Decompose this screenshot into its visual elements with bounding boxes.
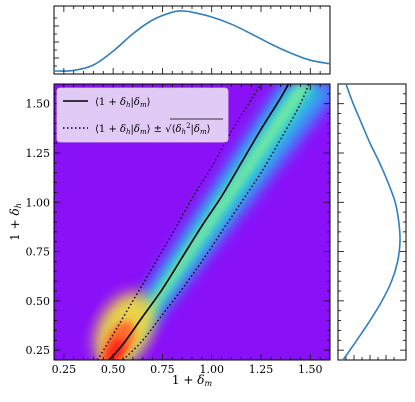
y-tick-label: 0.75 — [26, 246, 51, 259]
mean-curve — [108, 84, 290, 360]
y-tick-label: 1.25 — [26, 147, 51, 160]
x-tick-label: 1.00 — [199, 363, 224, 376]
x-tick-label: 1.25 — [249, 363, 274, 376]
x-tick-labels: 0.25 0.50 0.75 1.00 1.25 1.50 — [52, 363, 323, 376]
top-marginal-curve — [53, 10, 331, 72]
legend: ⟨1 + δh|δm⟩ ⟨1 + δh|δm⟩ ± √⟨δh2|δm⟩ — [56, 87, 229, 143]
y-tick-label: 1.50 — [26, 98, 51, 111]
right-marginal-panel — [337, 83, 407, 361]
lower-sigma-curve — [122, 84, 310, 360]
top-marginal-panel — [53, 5, 331, 75]
top-marginal-ticks — [54, 6, 331, 74]
x-tick-label: 0.50 — [101, 363, 126, 376]
upper-sigma-curve — [96, 84, 262, 360]
right-marginal-curve — [342, 83, 401, 361]
legend-entry-mean: ⟨1 + δh|δm⟩ — [95, 97, 151, 109]
x-tick-label: 1.50 — [298, 363, 323, 376]
main-panel: 0.25 0.50 0.75 1.00 1.25 1.50 0.25 0.50 0.75 1.0… — [8, 83, 331, 388]
y-axis-label: 1 + δh — [8, 203, 23, 241]
legend-entry-sigma: ⟨1 + δh|δm⟩ ± √⟨δh2|δm⟩ — [95, 122, 211, 136]
right-marginal-ticks — [338, 83, 406, 360]
x-tick-label: 0.25 — [52, 363, 77, 376]
y-tick-labels: 0.25 0.50 0.75 1.00 1.25 1.50 — [26, 98, 51, 357]
x-tick-label: 0.75 — [150, 363, 175, 376]
y-tick-label: 0.25 — [26, 344, 51, 357]
y-tick-label: 0.50 — [26, 295, 51, 308]
y-tick-label: 1.00 — [26, 196, 51, 209]
x-axis-label: 1 + δm — [172, 373, 213, 388]
legend-box — [56, 87, 229, 143]
